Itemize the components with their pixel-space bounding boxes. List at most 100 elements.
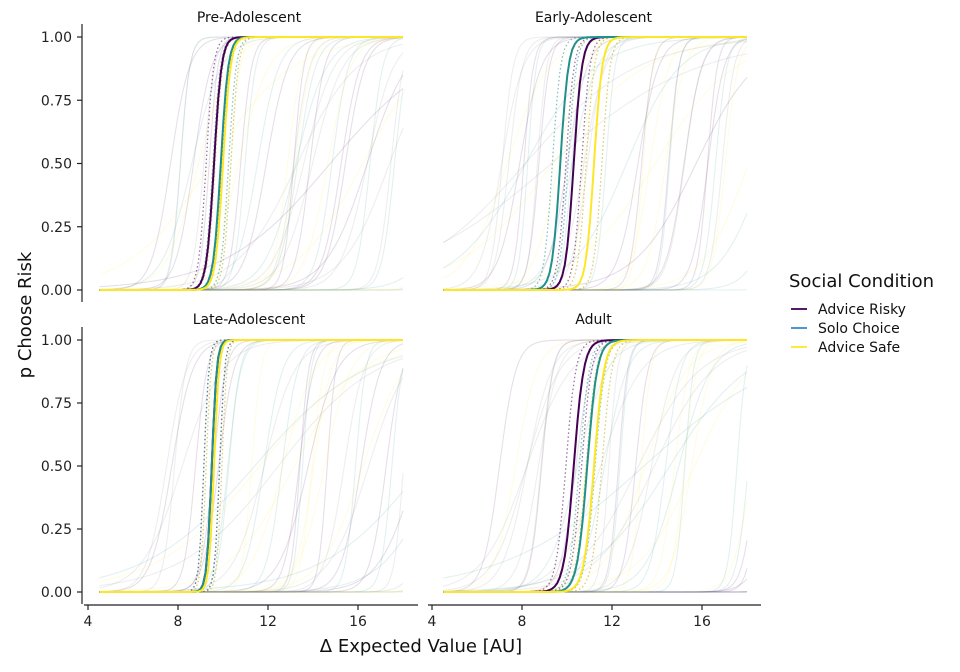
y-tick-label: 0.75	[41, 396, 72, 412]
y-tick-label: 0.00	[41, 283, 72, 299]
participant-curve	[443, 339, 747, 593]
participant-curve	[443, 36, 747, 269]
x-tick-label: 16	[693, 614, 711, 630]
participant-curve	[443, 37, 748, 291]
participant-curve	[443, 39, 748, 291]
facet-panel: Early-Adolescent	[442, 10, 748, 291]
x-tick-label: 12	[259, 614, 277, 630]
interval-line	[99, 339, 403, 593]
legend: Social Condition Advice Risky Solo Choice…	[789, 271, 934, 356]
participant-curve	[443, 36, 747, 291]
participant-curve	[99, 339, 403, 593]
participant-curve	[443, 36, 747, 291]
x-tick-label: 4	[428, 614, 437, 630]
y-tick-label: 0.50	[41, 157, 72, 173]
participant-curve	[99, 339, 403, 593]
participant-curve	[99, 357, 404, 587]
participant-curve	[443, 36, 747, 291]
participant-curve	[443, 36, 747, 291]
participant-curve	[99, 339, 403, 593]
participant-curve	[99, 339, 403, 593]
legend-title: Social Condition	[789, 271, 934, 292]
x-tick-label: 16	[349, 614, 367, 630]
series-line-advice-risky	[443, 36, 747, 291]
participant-curve	[99, 339, 403, 593]
axes-layer: 0.00 0.25 0.50 0.75 1.00 0.00 0.25 0.50 0.75 1.00…	[41, 24, 761, 630]
participant-curve	[99, 339, 403, 589]
interval-line	[443, 36, 747, 291]
participant-curve	[443, 59, 748, 290]
participant-curve	[443, 36, 748, 291]
interval-line	[99, 339, 403, 593]
participant-curve	[443, 53, 748, 243]
participant-curve	[99, 52, 404, 291]
y-tick-label: 0.25	[41, 522, 72, 538]
participant-curve	[443, 387, 748, 579]
participant-curve	[99, 339, 403, 593]
series-line-solo-choice	[443, 36, 747, 291]
participant-curve	[99, 355, 404, 579]
legend-entry-label: Advice Risky	[818, 302, 906, 318]
series-line-advice-risky	[99, 339, 403, 593]
facet-panel: Pre-Adolescent	[99, 10, 404, 291]
participant-curve	[99, 339, 403, 593]
interval-line	[443, 339, 747, 593]
y-tick-label: 1.00	[41, 30, 72, 46]
participant-curve	[443, 36, 747, 291]
interval-line	[99, 339, 403, 593]
legend-entry-label: Advice Safe	[818, 340, 900, 356]
facet-panel: Late-Adolescent	[99, 312, 404, 593]
interval-line	[99, 339, 403, 593]
participant-curve	[443, 36, 747, 291]
participant-curve	[443, 36, 747, 291]
participant-curve	[443, 36, 747, 291]
participant-curve	[443, 36, 747, 291]
facet-title: Late-Adolescent	[193, 312, 306, 328]
participant-curve	[99, 339, 403, 593]
legend-entry-label: Solo Choice	[818, 321, 900, 337]
facet-panel: Adult	[443, 312, 748, 593]
participant-curve	[443, 36, 747, 291]
series-line-advice-safe	[99, 36, 403, 291]
participant-curve	[99, 339, 403, 593]
interval-line	[99, 339, 403, 593]
participant-curve	[443, 40, 748, 269]
x-tick-label: 8	[174, 614, 183, 630]
interval-line	[443, 36, 747, 291]
participant-curve	[443, 40, 748, 291]
series-line-advice-safe	[99, 339, 403, 593]
participant-curve	[99, 354, 404, 582]
interval-line	[443, 339, 747, 593]
participant-curve	[99, 339, 403, 593]
y-tick-label: 0.00	[41, 585, 72, 601]
participant-curve	[443, 36, 747, 291]
participant-curve	[443, 371, 748, 592]
series-line-advice-safe	[443, 36, 747, 291]
participant-curve	[99, 490, 404, 593]
participant-curve	[99, 348, 404, 592]
series-line-advice-safe	[443, 339, 747, 593]
interval-line	[443, 36, 747, 291]
participant-curve	[99, 339, 403, 593]
participant-curve	[99, 339, 403, 593]
participant-curve	[443, 36, 747, 291]
participant-curve	[443, 36, 747, 291]
facet-title: Early-Adolescent	[535, 10, 653, 26]
interval-line	[443, 36, 747, 291]
participant-curve	[99, 339, 403, 593]
participant-curve	[443, 36, 747, 291]
panels-layer: Pre-Adolescent Early-Adolescent Late-Adole…	[99, 10, 748, 593]
x-axis-title: Δ Expected Value [AU]	[320, 636, 522, 657]
y-tick-label: 0.75	[41, 93, 72, 109]
y-tick-label: 1.00	[41, 333, 72, 349]
participant-curve	[443, 36, 747, 291]
participant-curve	[443, 36, 748, 291]
participant-curve	[443, 36, 747, 291]
participant-curve	[99, 339, 403, 593]
participant-curve	[99, 88, 404, 288]
participant-curve	[99, 339, 403, 593]
participant-curve	[443, 36, 747, 291]
participant-curve	[99, 43, 404, 291]
